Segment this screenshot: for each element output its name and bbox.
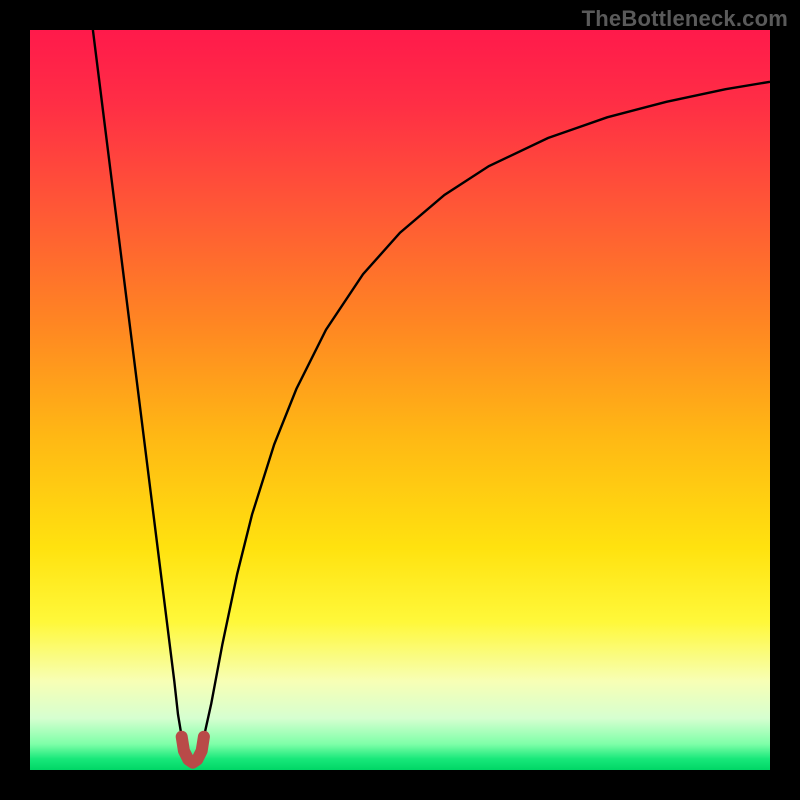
chart-container: TheBottleneck.com <box>0 0 800 800</box>
plot-background <box>30 30 770 770</box>
watermark-text: TheBottleneck.com <box>582 6 788 32</box>
bottleneck-chart <box>0 0 800 800</box>
